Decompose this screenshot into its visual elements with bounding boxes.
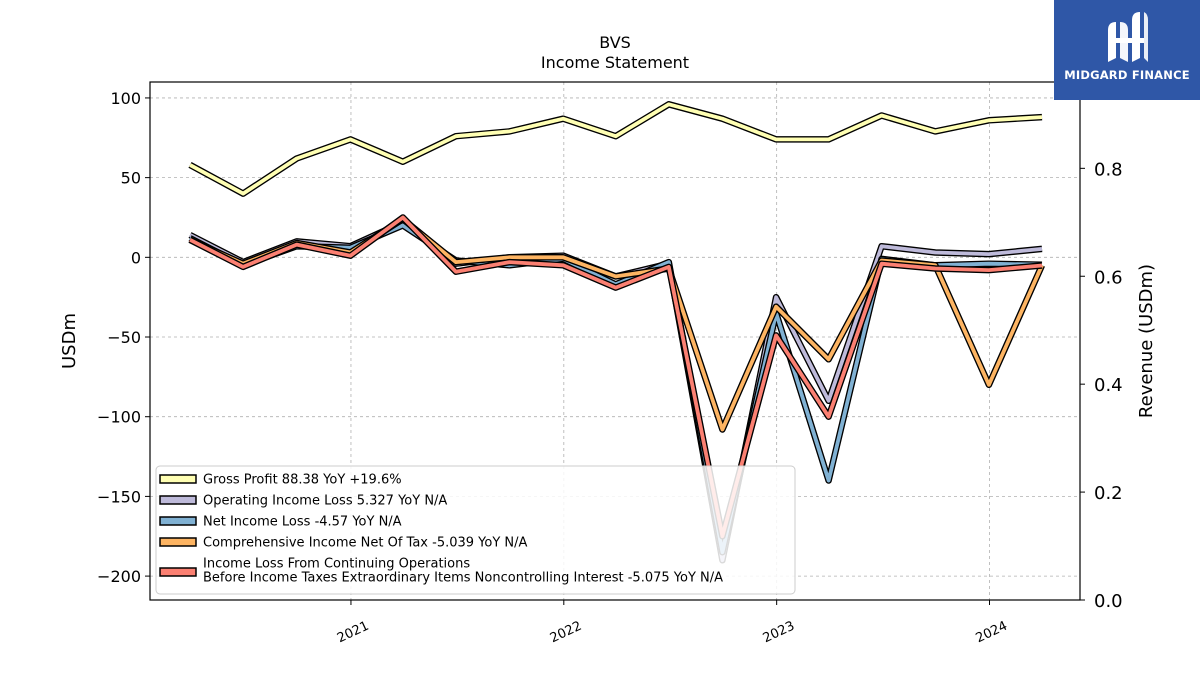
x-tick-label: 2022	[548, 619, 584, 647]
chart-subtitle: Income Statement	[541, 53, 689, 72]
brand-logo: MIDGARD FINANCE	[1054, 0, 1200, 100]
chart-title: BVS	[599, 33, 631, 52]
y-axis-label: USDm	[59, 313, 80, 369]
y-tick-label: 0	[131, 248, 141, 267]
series-1	[188, 101, 1043, 197]
legend-label: Income Loss From Continuing Operations	[203, 557, 470, 572]
legend: Gross Profit 88.38 YoY +19.6% Operating I…	[155, 465, 796, 595]
legend-swatch	[159, 537, 197, 547]
series-line	[189, 215, 1043, 539]
plot-frame	[149, 81, 1081, 601]
y-tick-label: −100	[97, 408, 141, 427]
y2-axis-label: Revenue (USDm)	[1136, 264, 1157, 418]
brand-name: MIDGARD FINANCE	[1064, 68, 1190, 82]
y-tick-label: −50	[107, 328, 141, 347]
y2-tick-label: 0.4	[1094, 375, 1123, 396]
legend-label: Comprehensive Income Net Of Tax -5.039 Y…	[203, 536, 528, 551]
series-5	[188, 214, 1043, 540]
left-axis-ticks: 100 50 0 −50 −100 −150 −200	[97, 89, 150, 586]
legend-label: Net Income Loss -4.57 YoY N/A	[203, 515, 402, 530]
x-tick-label: 2023	[761, 619, 797, 647]
series-line	[189, 102, 1043, 196]
x-axis-ticks: 2021 2022 2023 2024	[335, 600, 1010, 646]
series-line-outline	[188, 101, 1043, 197]
legend-label: Operating Income Loss 5.327 YoY N/A	[203, 494, 447, 509]
legend-swatch	[159, 474, 197, 484]
legend-swatch	[159, 516, 197, 526]
legend-label: Before Income Taxes Extraordinary Items …	[203, 571, 723, 586]
right-axis-ticks: 0.0 0.2 0.4 0.6 0.8	[1080, 159, 1123, 612]
legend-swatch	[159, 567, 197, 577]
legend-box	[155, 465, 796, 595]
x-tick-label: 2021	[335, 619, 371, 647]
x-tick-label: 2024	[974, 619, 1010, 647]
y-tick-label: −200	[97, 567, 141, 586]
y2-tick-label: 0.8	[1094, 159, 1123, 180]
y2-tick-label: 0.6	[1094, 267, 1123, 288]
y-tick-label: 50	[121, 169, 141, 188]
y2-tick-label: 0.0	[1094, 591, 1123, 612]
y-tick-label: 100	[110, 89, 141, 108]
y-tick-label: −150	[97, 487, 141, 506]
y2-tick-label: 0.2	[1094, 483, 1123, 504]
legend-swatch	[159, 495, 197, 505]
brand-logo-icon	[1108, 12, 1148, 62]
legend-label: Gross Profit 88.38 YoY +19.6%	[203, 473, 402, 488]
series-lines	[188, 101, 1045, 564]
